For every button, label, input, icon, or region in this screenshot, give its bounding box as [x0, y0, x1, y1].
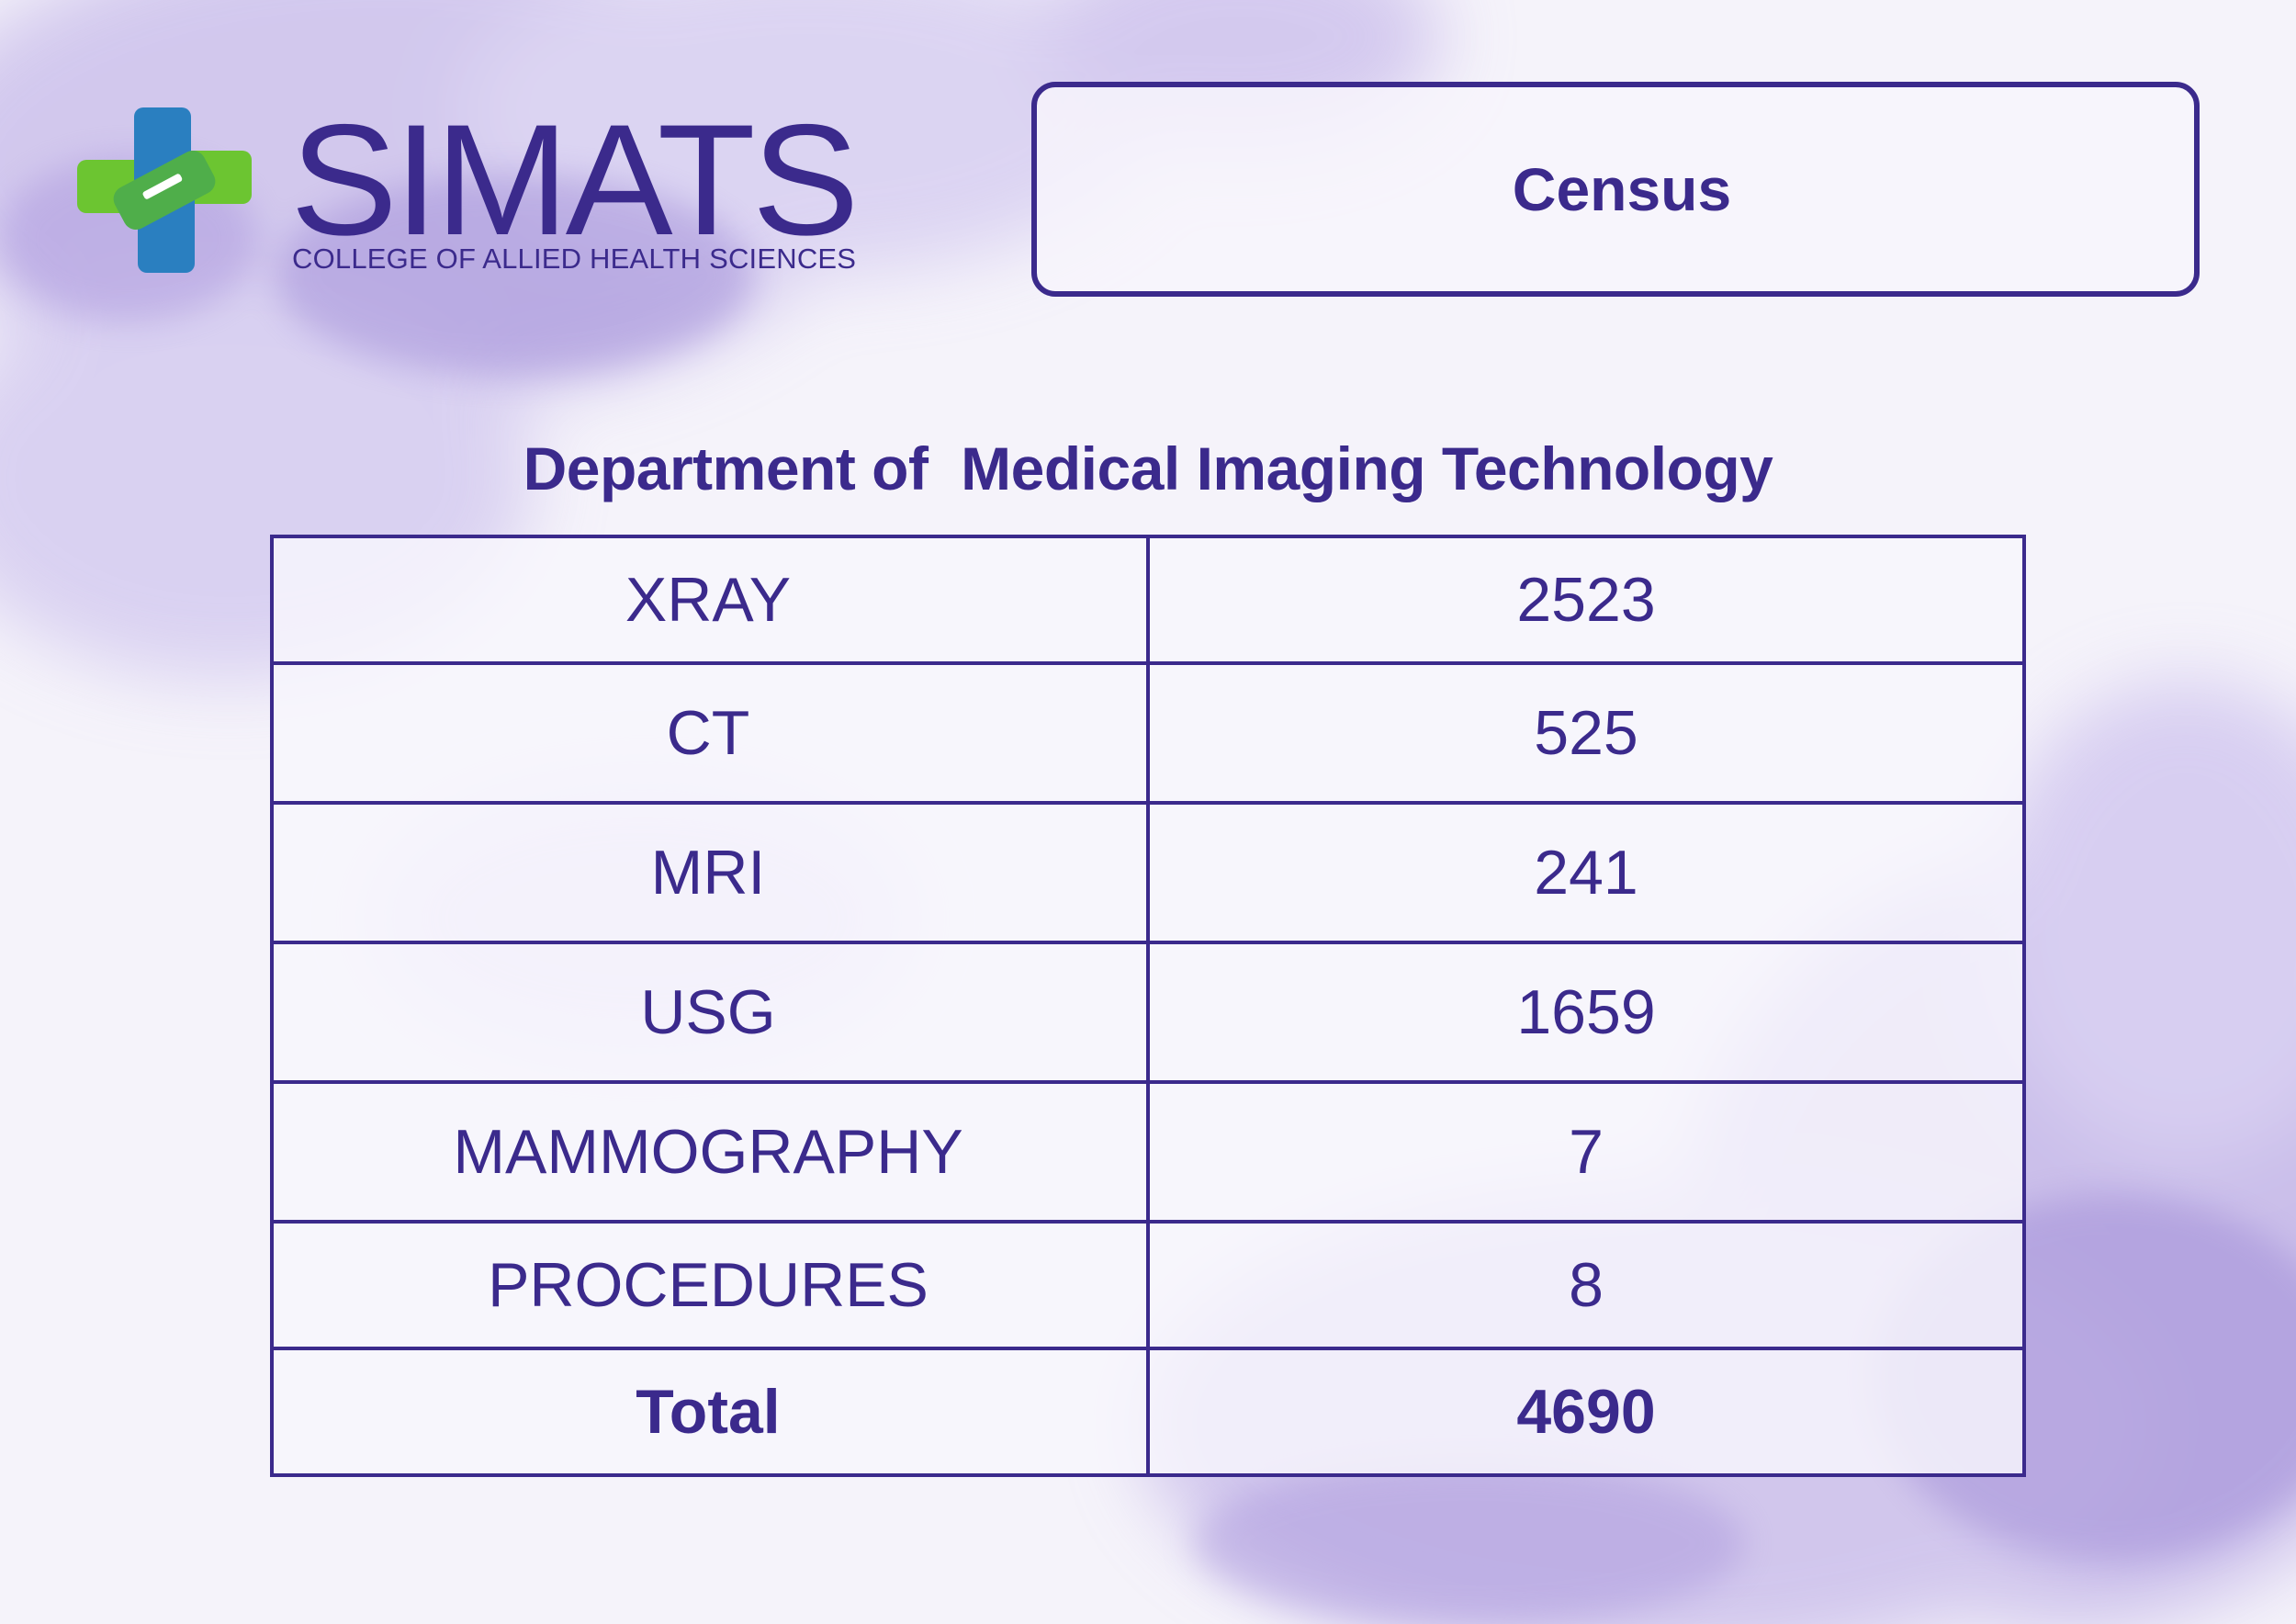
modality-count: 525 — [1146, 661, 2026, 805]
modality-name: XRAY — [270, 535, 1150, 665]
total-label: Total — [270, 1347, 1150, 1477]
modality-name: MRI — [270, 801, 1150, 944]
total-value: 4690 — [1146, 1347, 2026, 1477]
table-row: CT 525 — [270, 661, 2026, 805]
modality-count: 7 — [1146, 1080, 2026, 1224]
logo-wordmark: SIMATS — [290, 92, 860, 268]
modality-count: 241 — [1146, 801, 2026, 944]
logo-subtitle: COLLEGE OF ALLIED HEALTH SCIENCES — [292, 242, 857, 275]
modality-name: MAMMOGRAPHY — [270, 1080, 1150, 1224]
table-row: USG 1659 — [270, 941, 2026, 1084]
table-row: MRI 241 — [270, 801, 2026, 944]
modality-name: PROCEDURES — [270, 1220, 1150, 1350]
table-row: PROCEDURES 8 — [270, 1220, 2026, 1350]
medical-cross-logo-icon — [77, 107, 252, 273]
census-header-box: Census — [1031, 82, 2200, 297]
modality-count: 2523 — [1146, 535, 2026, 665]
modality-count: 8 — [1146, 1220, 2026, 1350]
table-row: MAMMOGRAPHY 7 — [270, 1080, 2026, 1224]
modality-count: 1659 — [1146, 941, 2026, 1084]
total-row: Total 4690 — [270, 1347, 2026, 1477]
modality-name: CT — [270, 661, 1150, 805]
modality-name: USG — [270, 941, 1150, 1084]
table-row: XRAY 2523 — [270, 535, 2026, 665]
department-title: Department of Medical Imaging Technology — [523, 434, 1773, 502]
page-title: Census — [1512, 155, 1732, 223]
simats-logo: SIMATS COLLEGE OF ALLIED HEALTH SCIENCES — [77, 101, 860, 287]
census-table: XRAY 2523 CT 525 MRI 241 USG 1659 MAMMOG… — [270, 535, 2026, 1477]
